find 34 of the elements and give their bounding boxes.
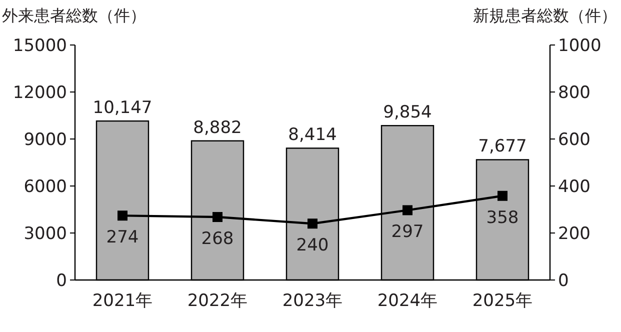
data-label: 7,677 xyxy=(478,136,527,157)
data-label: 8,882 xyxy=(193,118,242,138)
y-tick-label: 15000 xyxy=(12,36,67,56)
data-label: 274 xyxy=(106,228,139,248)
data-label: 358 xyxy=(486,208,519,228)
data-label: 268 xyxy=(201,229,234,250)
y2-tick-label: 800 xyxy=(558,83,590,103)
y-tick-label: 3000 xyxy=(24,224,67,244)
y2-axis-title: 新規患者総数（件） xyxy=(473,6,617,25)
point xyxy=(212,212,222,222)
x-tick-label: 2021年 xyxy=(92,291,153,311)
y2-tick-label: 200 xyxy=(558,224,590,244)
y2-tick-label: 400 xyxy=(558,177,590,197)
x-tick-label: 2022年 xyxy=(187,291,248,311)
x-tick-label: 2024年 xyxy=(377,291,438,311)
data-label: 10,147 xyxy=(92,98,152,118)
data-label: 240 xyxy=(296,236,329,256)
y-tick-label: 6000 xyxy=(24,177,67,197)
point xyxy=(308,218,318,229)
y-axis-title: 外来患者総数（件） xyxy=(2,6,146,25)
y2-tick-label: 1000 xyxy=(558,36,602,56)
x-tick-label: 2025年 xyxy=(472,291,533,311)
x-tick-label: 2023年 xyxy=(282,291,343,311)
y-tick-label: 12000 xyxy=(12,83,67,103)
point xyxy=(118,210,128,221)
point xyxy=(498,190,508,201)
y-tick-label: 0 xyxy=(56,271,67,291)
data-label: 297 xyxy=(391,222,424,242)
data-label: 9,854 xyxy=(383,102,432,123)
y-tick-label: 9000 xyxy=(24,130,67,150)
data-label: 8,414 xyxy=(288,125,337,146)
point xyxy=(402,205,412,216)
y2-tick-label: 0 xyxy=(558,271,569,291)
y2-tick-label: 600 xyxy=(558,130,590,150)
